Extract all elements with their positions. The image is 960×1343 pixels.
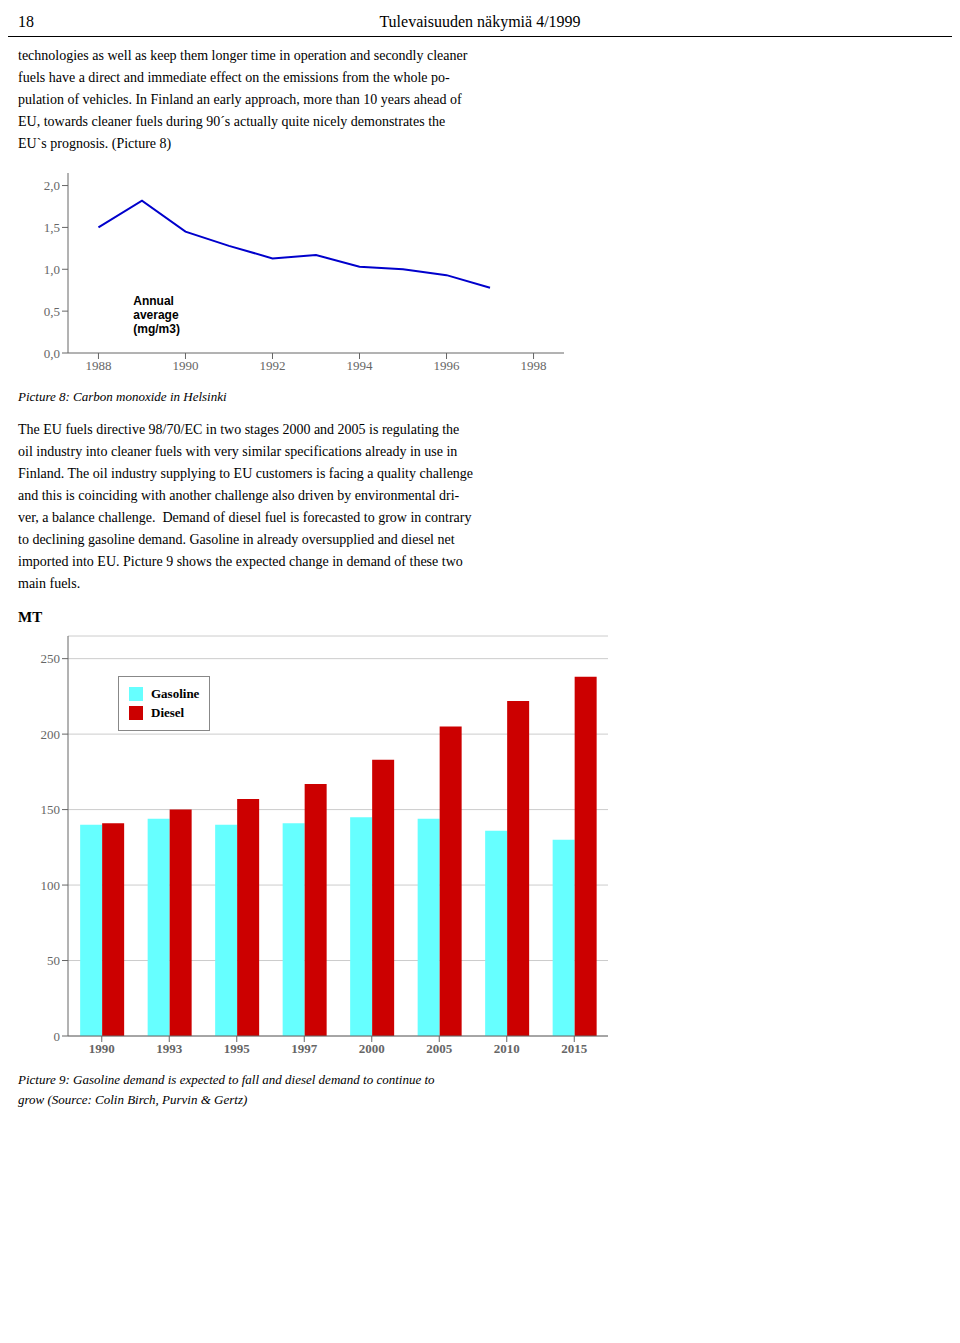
svg-text:200: 200	[41, 727, 61, 742]
svg-text:Annualaverage(mg/m3): Annualaverage(mg/m3)	[133, 294, 180, 336]
svg-text:150: 150	[41, 802, 61, 817]
html-text:Finland. The oil industry supp: Finland. The oil industry supplying to E…	[18, 466, 474, 481]
html-text:Diesel: Diesel	[151, 705, 185, 720]
svg-text:1994: 1994	[347, 358, 374, 373]
svg-text:1993: 1993	[156, 1041, 183, 1056]
html-text:ver, a balance challenge. Dema: ver, a balance challenge. Demand of dies…	[18, 510, 472, 525]
svg-text:1990: 1990	[172, 358, 198, 373]
svg-text:1,5: 1,5	[44, 220, 60, 235]
html-text:Gasoline: Gasoline	[151, 686, 200, 701]
svg-text:1995: 1995	[224, 1041, 251, 1056]
html-text:Tulevaisuuden näkymiä 4/1999: Tulevaisuuden näkymiä 4/1999	[379, 13, 581, 30]
html-text:EU, towards cleaner fuels duri: EU, towards cleaner fuels during 90´s ac…	[18, 114, 446, 129]
html-text:oil industry into cleaner fuel: oil industry into cleaner fuels with ver…	[18, 444, 458, 459]
svg-text:50: 50	[47, 953, 60, 968]
svg-text:1996: 1996	[434, 358, 461, 373]
html-text:pulation of vehicles. In Finla: pulation of vehicles. In Finland an earl…	[18, 92, 462, 107]
svg-text:2010: 2010	[494, 1041, 520, 1056]
svg-text:2000: 2000	[359, 1041, 385, 1056]
html-text:Picture 9: Gasoline demand is: Picture 9: Gasoline demand is expected t…	[18, 1072, 435, 1107]
svg-text:1988: 1988	[85, 358, 111, 373]
svg-text:0,5: 0,5	[44, 304, 60, 319]
svg-text:1998: 1998	[521, 358, 547, 373]
html-text:fuels have a direct and immedi: fuels have a direct and immediate effect…	[18, 70, 450, 85]
html-text:18: 18	[18, 13, 34, 30]
svg-text:2005: 2005	[426, 1041, 453, 1056]
svg-text:250: 250	[41, 651, 61, 666]
svg-text:2,0: 2,0	[44, 178, 60, 193]
html-text:imported into EU. Picture 9 sh: imported into EU. Picture 9 shows the ex…	[18, 554, 463, 569]
html-text:The EU fuels directive 98/70/E: The EU fuels directive 98/70/EC in two s…	[18, 422, 460, 437]
html-text:Picture 8: Carbon monoxide in: Picture 8: Carbon monoxide in Helsinki	[18, 389, 227, 404]
html-text:to declining gasoline demand.: to declining gasoline demand. Gasoline i…	[18, 532, 455, 547]
svg-text:1990: 1990	[89, 1041, 115, 1056]
svg-text:0,0: 0,0	[44, 346, 60, 361]
html-text:MT: MT	[18, 609, 43, 625]
svg-text:2015: 2015	[561, 1041, 588, 1056]
svg-text:1992: 1992	[259, 358, 285, 373]
html-text:main fuels.: main fuels.	[18, 576, 81, 591]
html-text:technologies as well as keep t: technologies as well as keep them longer…	[18, 48, 468, 63]
svg-text:1997: 1997	[291, 1041, 318, 1056]
html-text:and this is coinciding with an: and this is coinciding with another chal…	[18, 488, 460, 503]
svg-text:0: 0	[54, 1029, 61, 1044]
html-text:EU`s prognosis. (Picture 8): EU`s prognosis. (Picture 8)	[18, 136, 172, 151]
svg-text:100: 100	[41, 878, 61, 893]
svg-text:1,0: 1,0	[44, 262, 60, 277]
